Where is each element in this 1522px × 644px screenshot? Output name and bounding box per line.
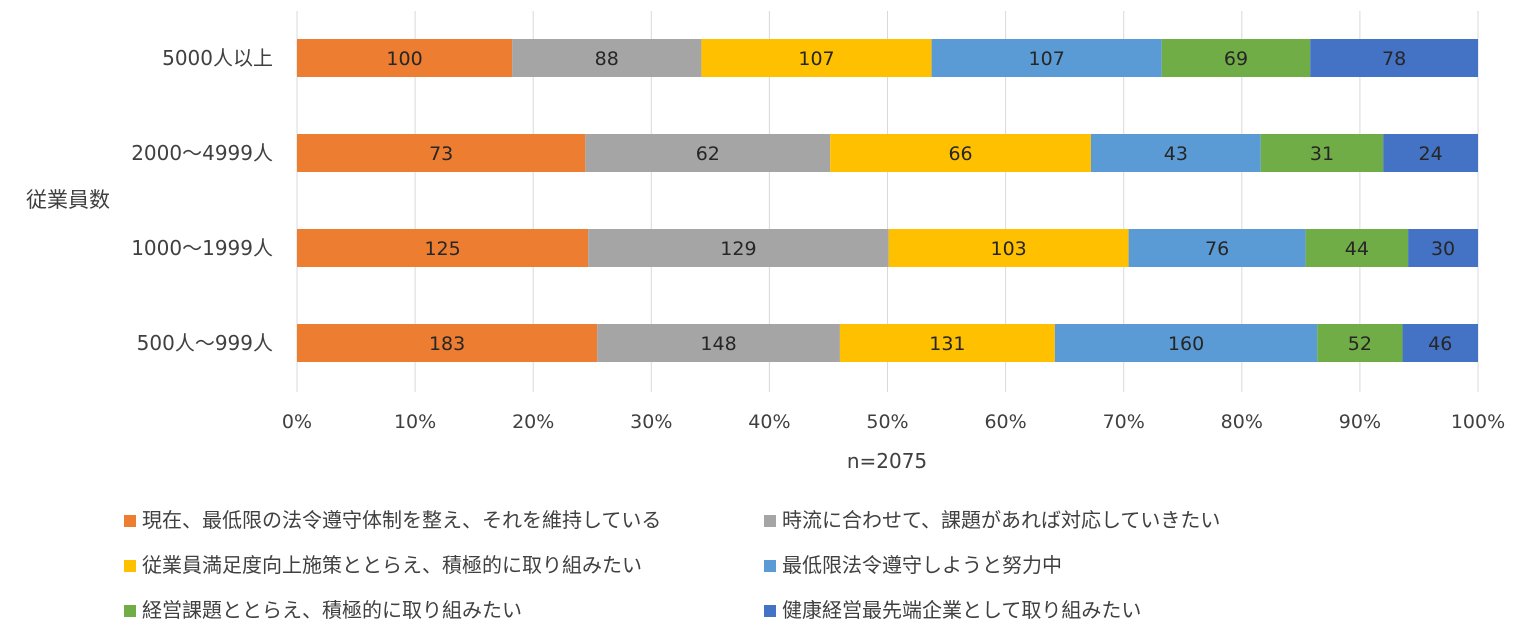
y-category-label: 1000～1999人 [131, 236, 273, 260]
bars: 183 148 131 160 52 46 125 129 103 76 44 30 73 62 66 43 3… [297, 39, 1478, 362]
data-label: 103 [990, 238, 1026, 260]
data-label: 88 [595, 48, 619, 70]
legend-swatch [764, 515, 776, 527]
legend-item: 現在、最低限の法令遵守体制を整え、それを維持している [124, 505, 661, 535]
x-tick-label: 0% [282, 411, 312, 433]
y-axis-title: 従業員数 [26, 188, 110, 212]
data-label: 148 [700, 333, 736, 355]
legend-swatch [124, 560, 136, 572]
data-label: 24 [1419, 143, 1443, 165]
legend-label: 時流に合わせて、課題があれば対応していきたい [782, 508, 1221, 532]
data-label: 183 [429, 333, 465, 355]
data-label: 78 [1382, 48, 1406, 70]
data-label: 107 [1029, 48, 1065, 70]
bar-segment [297, 229, 589, 267]
data-label: 30 [1431, 238, 1455, 260]
x-axis-title: n=2075 [847, 449, 927, 473]
x-axis-ticks: 0% 10% 20% 30% 40% 50% 60% 70% 80% 90% 100% [282, 411, 1505, 433]
bar-segment [297, 324, 598, 362]
legend-swatch [124, 515, 136, 527]
bar-segment [1054, 324, 1318, 362]
y-category-label: 500人～999人 [137, 331, 273, 355]
data-label: 160 [1168, 333, 1204, 355]
data-label: 52 [1348, 333, 1372, 355]
bar-segment [512, 39, 702, 77]
bar-segment [931, 39, 1162, 77]
legend-label: 経営課題ととらえ、積極的に取り組みたい [142, 598, 522, 622]
bar-segment [1090, 134, 1261, 172]
bar-segment [297, 39, 513, 77]
x-tick-label: 20% [512, 411, 554, 433]
data-label: 100 [386, 48, 422, 70]
data-label: 73 [429, 143, 453, 165]
data-label: 107 [798, 48, 834, 70]
bar-segment [588, 229, 889, 267]
bar-segment [1310, 39, 1478, 77]
bar-segment [1161, 39, 1311, 77]
bar-segment [1305, 229, 1409, 267]
bar-segment [839, 324, 1055, 362]
data-label: 66 [948, 143, 972, 165]
x-tick-label: 10% [394, 411, 436, 433]
legend-item: 経営課題ととらえ、積極的に取り組みたい [124, 595, 522, 625]
data-label: 31 [1310, 143, 1334, 165]
x-tick-label: 50% [866, 411, 908, 433]
bar-segment [1402, 324, 1478, 362]
x-tick-label: 30% [630, 411, 672, 433]
bar-segment [1128, 229, 1306, 267]
data-label: 69 [1224, 48, 1248, 70]
legend-item: 時流に合わせて、課題があれば対応していきたい [764, 505, 1220, 535]
x-tick-label: 80% [1221, 411, 1263, 433]
legend-label: 従業員満足度向上施策ととらえ、積極的に取り組みたい [142, 553, 642, 577]
legend-label: 健康経営最先端企業として取り組みたい [782, 598, 1142, 622]
data-label: 62 [696, 143, 720, 165]
data-label: 131 [929, 333, 965, 355]
legend-item: 最低限法令遵守しようと努力中 [764, 550, 1062, 580]
bar-segment [297, 134, 586, 172]
y-category-label: 5000人以上 [162, 46, 273, 70]
x-tick-label: 90% [1339, 411, 1381, 433]
legend-swatch [764, 605, 776, 617]
bar-segment [585, 134, 831, 172]
bar-segment [888, 229, 1129, 267]
bar-segment [1317, 324, 1403, 362]
bar-segment [1260, 134, 1384, 172]
legend-item: 従業員満足度向上施策ととらえ、積極的に取り組みたい [124, 550, 642, 580]
bar-segment [1408, 229, 1478, 267]
data-label: 46 [1428, 333, 1452, 355]
x-tick-label: 40% [748, 411, 790, 433]
bar-segment [1383, 134, 1478, 172]
data-label: 44 [1345, 238, 1369, 260]
y-axis-categories: 500人～999人 1000～1999人 2000～4999人 5000人以上 [131, 46, 273, 355]
bar-segment [597, 324, 840, 362]
x-tick-label: 60% [984, 411, 1026, 433]
legend-label: 最低限法令遵守しようと努力中 [782, 553, 1062, 577]
x-tick-label: 70% [1103, 411, 1145, 433]
y-category-label: 2000～4999人 [131, 141, 273, 165]
bar-segment [701, 39, 932, 77]
x-tick-label: 100% [1451, 411, 1505, 433]
legend-item: 健康経営最先端企業として取り組みたい [764, 595, 1141, 625]
legend-swatch [764, 560, 776, 572]
data-label: 76 [1205, 238, 1229, 260]
legend-swatch [124, 605, 136, 617]
bar-segment [830, 134, 1091, 172]
data-label: 43 [1164, 143, 1188, 165]
data-label: 125 [424, 238, 460, 260]
legend-label: 現在、最低限の法令遵守体制を整え、それを維持している [142, 508, 662, 532]
data-label: 129 [720, 238, 756, 260]
